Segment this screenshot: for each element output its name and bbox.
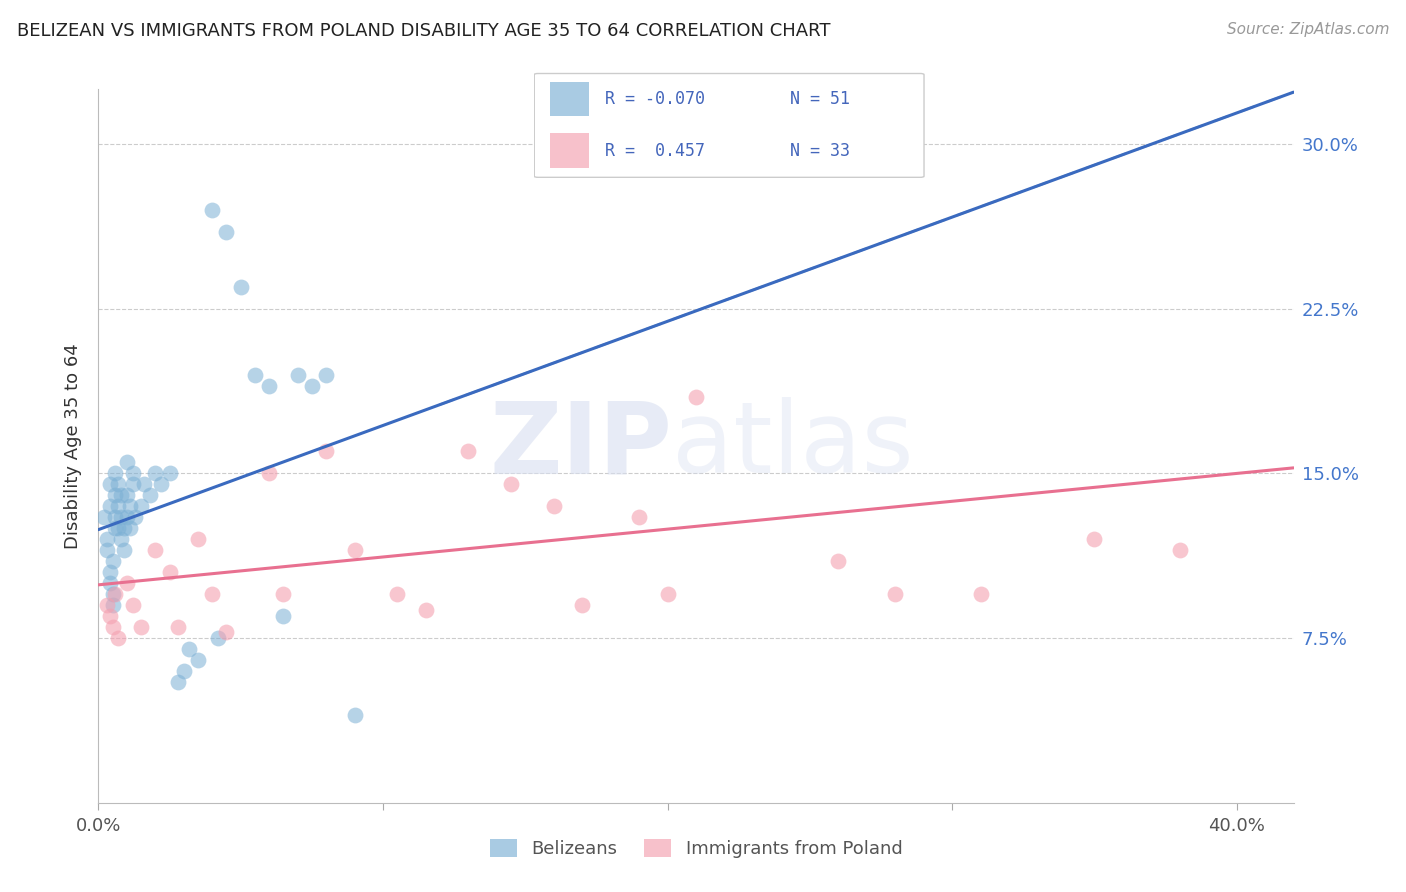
Point: [343, 708, 366, 723]
Bar: [550, 134, 589, 168]
Point: [969, 587, 991, 601]
Point: [257, 378, 280, 392]
Point: [167, 675, 190, 690]
Point: [96, 598, 118, 612]
Point: [457, 444, 479, 458]
Point: [201, 202, 224, 217]
Point: [115, 488, 138, 502]
Point: [98, 477, 121, 491]
Text: N = 51: N = 51: [790, 90, 851, 108]
Point: [101, 587, 124, 601]
Point: [343, 543, 366, 558]
Point: [1083, 533, 1105, 547]
Point: [1168, 543, 1191, 558]
Point: [118, 521, 141, 535]
Bar: [550, 82, 589, 116]
Text: R =  0.457: R = 0.457: [605, 142, 706, 160]
Legend: Belizeans, Immigrants from Poland: Belizeans, Immigrants from Poland: [482, 831, 910, 865]
FancyBboxPatch shape: [534, 73, 924, 178]
Point: [415, 602, 437, 616]
Text: R = -0.070: R = -0.070: [605, 90, 706, 108]
Point: [273, 609, 295, 624]
Point: [110, 533, 132, 547]
Point: [685, 390, 707, 404]
Point: [124, 510, 146, 524]
Point: [287, 368, 309, 382]
Point: [121, 467, 143, 481]
Point: [207, 631, 229, 645]
Point: [101, 598, 124, 612]
Point: [741, 159, 763, 173]
Point: [121, 477, 143, 491]
Point: [167, 620, 190, 634]
Point: [104, 510, 127, 524]
Point: [112, 543, 135, 558]
Point: [499, 477, 522, 491]
Point: [150, 477, 173, 491]
Point: [215, 225, 238, 239]
Point: [129, 620, 152, 634]
Point: [187, 533, 209, 547]
Point: [121, 598, 143, 612]
Text: ZIP: ZIP: [489, 398, 672, 494]
Point: [143, 543, 166, 558]
Text: Source: ZipAtlas.com: Source: ZipAtlas.com: [1226, 22, 1389, 37]
Point: [101, 554, 124, 568]
Point: [107, 521, 129, 535]
Point: [159, 566, 181, 580]
Point: [110, 510, 132, 524]
Point: [385, 587, 409, 601]
Point: [129, 500, 152, 514]
Point: [132, 477, 155, 491]
Point: [201, 587, 224, 601]
Point: [115, 455, 138, 469]
Point: [257, 467, 280, 481]
Point: [138, 488, 160, 502]
Point: [315, 444, 337, 458]
Point: [98, 609, 121, 624]
Text: N = 33: N = 33: [790, 142, 851, 160]
Point: [543, 500, 565, 514]
Point: [243, 368, 266, 382]
Point: [315, 368, 337, 382]
Point: [104, 488, 127, 502]
Point: [143, 467, 166, 481]
Point: [115, 576, 138, 591]
Point: [571, 598, 593, 612]
Point: [827, 554, 849, 568]
Point: [93, 510, 115, 524]
Y-axis label: Disability Age 35 to 64: Disability Age 35 to 64: [65, 343, 83, 549]
Point: [301, 378, 323, 392]
Point: [98, 500, 121, 514]
Point: [179, 642, 201, 657]
Point: [273, 587, 295, 601]
Text: BELIZEAN VS IMMIGRANTS FROM POLAND DISABILITY AGE 35 TO 64 CORRELATION CHART: BELIZEAN VS IMMIGRANTS FROM POLAND DISAB…: [17, 22, 831, 40]
Point: [628, 510, 651, 524]
Point: [187, 653, 209, 667]
Point: [229, 280, 252, 294]
Point: [115, 510, 138, 524]
Point: [657, 587, 679, 601]
Point: [118, 500, 141, 514]
Point: [98, 566, 121, 580]
Point: [96, 543, 118, 558]
Point: [107, 477, 129, 491]
Point: [96, 533, 118, 547]
Point: [104, 587, 127, 601]
Point: [215, 624, 238, 639]
Point: [110, 488, 132, 502]
Point: [159, 467, 181, 481]
Point: [98, 576, 121, 591]
Point: [884, 587, 907, 601]
Text: atlas: atlas: [672, 398, 914, 494]
Point: [112, 521, 135, 535]
Point: [107, 500, 129, 514]
Point: [101, 620, 124, 634]
Point: [173, 664, 195, 678]
Point: [104, 467, 127, 481]
Point: [107, 631, 129, 645]
Point: [104, 521, 127, 535]
